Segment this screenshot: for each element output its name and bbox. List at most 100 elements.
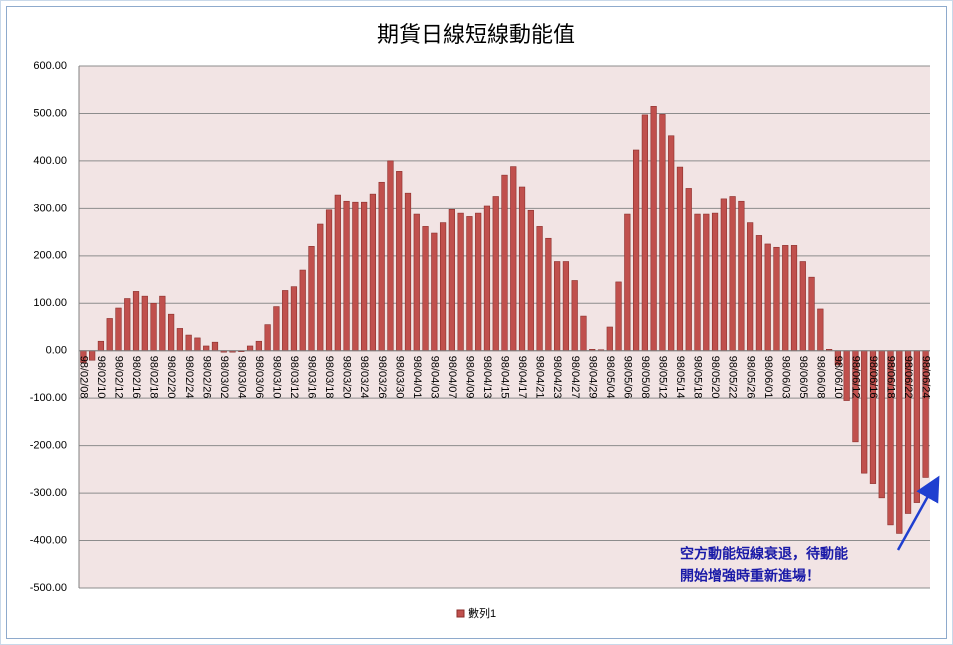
bar <box>790 245 798 352</box>
x-tick-label: 98/06/18 <box>885 356 897 399</box>
bar <box>211 341 219 352</box>
bar <box>299 269 306 352</box>
bar <box>755 235 763 352</box>
x-tick-label: 98/02/12 <box>113 356 125 399</box>
bar <box>334 194 341 352</box>
bar <box>448 209 455 352</box>
bar <box>518 186 526 352</box>
bar <box>571 280 578 352</box>
legend-label: 數列1 <box>468 606 496 620</box>
x-tick-label: 98/04/09 <box>464 356 476 399</box>
bar <box>185 334 192 352</box>
bar <box>694 213 701 352</box>
bar <box>729 196 736 352</box>
x-tick-label: 98/04/23 <box>551 356 563 399</box>
bar <box>246 345 254 352</box>
bar <box>659 114 666 352</box>
bar <box>194 337 201 352</box>
x-tick-label: 98/04/13 <box>481 356 493 399</box>
x-tick-label: 98/06/16 <box>867 356 879 399</box>
x-tick-label: 98/03/20 <box>341 356 353 399</box>
bar <box>676 166 684 352</box>
bar <box>668 135 675 352</box>
bar <box>536 226 543 352</box>
x-tick-label: 98/02/16 <box>130 356 142 399</box>
y-tick-label: -200.00 <box>30 440 67 452</box>
bar <box>711 212 719 352</box>
y-tick-label: 200.00 <box>33 250 67 262</box>
bar <box>132 291 140 352</box>
bar <box>606 326 613 352</box>
x-tick-label: 98/05/14 <box>674 356 686 399</box>
x-tick-label: 98/04/29 <box>586 356 598 399</box>
x-tick-label: 98/06/08 <box>814 356 826 399</box>
bar <box>150 302 157 352</box>
bar <box>554 261 561 352</box>
bar <box>492 196 499 352</box>
x-tick-label: 98/03/02 <box>218 356 230 399</box>
y-tick-label: -300.00 <box>30 487 67 499</box>
x-tick-label: 98/06/24 <box>920 356 932 399</box>
y-tick-label: -400.00 <box>30 534 67 546</box>
bar <box>255 340 262 352</box>
x-tick-label: 98/03/18 <box>323 356 335 399</box>
x-tick-label: 98/05/04 <box>604 356 616 399</box>
bar <box>580 315 587 352</box>
x-tick-label: 98/03/12 <box>288 356 300 399</box>
bar <box>817 308 824 352</box>
x-tick-label: 98/05/12 <box>657 356 669 399</box>
bar <box>124 298 131 352</box>
bar <box>431 232 438 352</box>
bar <box>352 201 359 352</box>
x-tick-label: 98/03/06 <box>253 356 265 399</box>
bar <box>159 295 166 352</box>
bar <box>422 226 429 352</box>
bar <box>782 245 789 352</box>
x-tick-label: 98/03/30 <box>393 356 405 399</box>
x-tick-label: 98/04/17 <box>516 356 528 399</box>
y-tick-label: 300.00 <box>33 202 67 214</box>
x-tick-label: 98/05/20 <box>709 356 721 399</box>
x-tick-label: 98/04/21 <box>534 356 546 399</box>
x-tick-label: 98/05/18 <box>692 356 704 399</box>
x-tick-label: 98/06/12 <box>850 356 862 399</box>
x-tick-label: 98/02/24 <box>183 356 195 399</box>
bar <box>466 216 473 352</box>
bar <box>738 200 745 352</box>
bar <box>308 246 315 352</box>
bar <box>650 106 657 352</box>
bar <box>282 290 289 352</box>
bar <box>325 209 333 352</box>
x-tick-label: 98/02/08 <box>77 356 89 399</box>
bar <box>361 201 368 352</box>
bar <box>378 181 385 352</box>
bar <box>203 345 210 352</box>
y-tick-label: 100.00 <box>33 297 67 309</box>
bar <box>264 324 271 352</box>
bar <box>483 205 491 352</box>
bar <box>317 223 324 352</box>
bar <box>106 318 113 352</box>
bar <box>632 149 640 352</box>
bar <box>527 209 534 352</box>
x-tick-label: 98/06/03 <box>779 356 791 399</box>
chart-title: 期貨日線短線動能值 <box>377 22 575 47</box>
bar <box>615 281 622 352</box>
x-tick-label: 98/05/26 <box>744 356 756 399</box>
bar <box>369 193 377 352</box>
y-tick-label: 0.00 <box>46 345 67 357</box>
x-tick-label: 98/04/07 <box>446 356 458 399</box>
bar <box>273 306 280 352</box>
y-tick-label: -500.00 <box>30 582 67 594</box>
bar <box>545 237 552 352</box>
x-tick-label: 98/06/05 <box>797 356 809 399</box>
x-tick-label: 98/06/10 <box>832 356 844 399</box>
bar <box>747 222 754 352</box>
bar <box>439 222 447 352</box>
x-tick-label: 98/02/10 <box>95 356 107 399</box>
x-tick-label: 98/03/10 <box>270 356 282 399</box>
bar <box>115 307 122 352</box>
bar <box>773 246 780 352</box>
bar <box>685 188 692 352</box>
x-tick-label: 98/05/08 <box>639 356 651 399</box>
